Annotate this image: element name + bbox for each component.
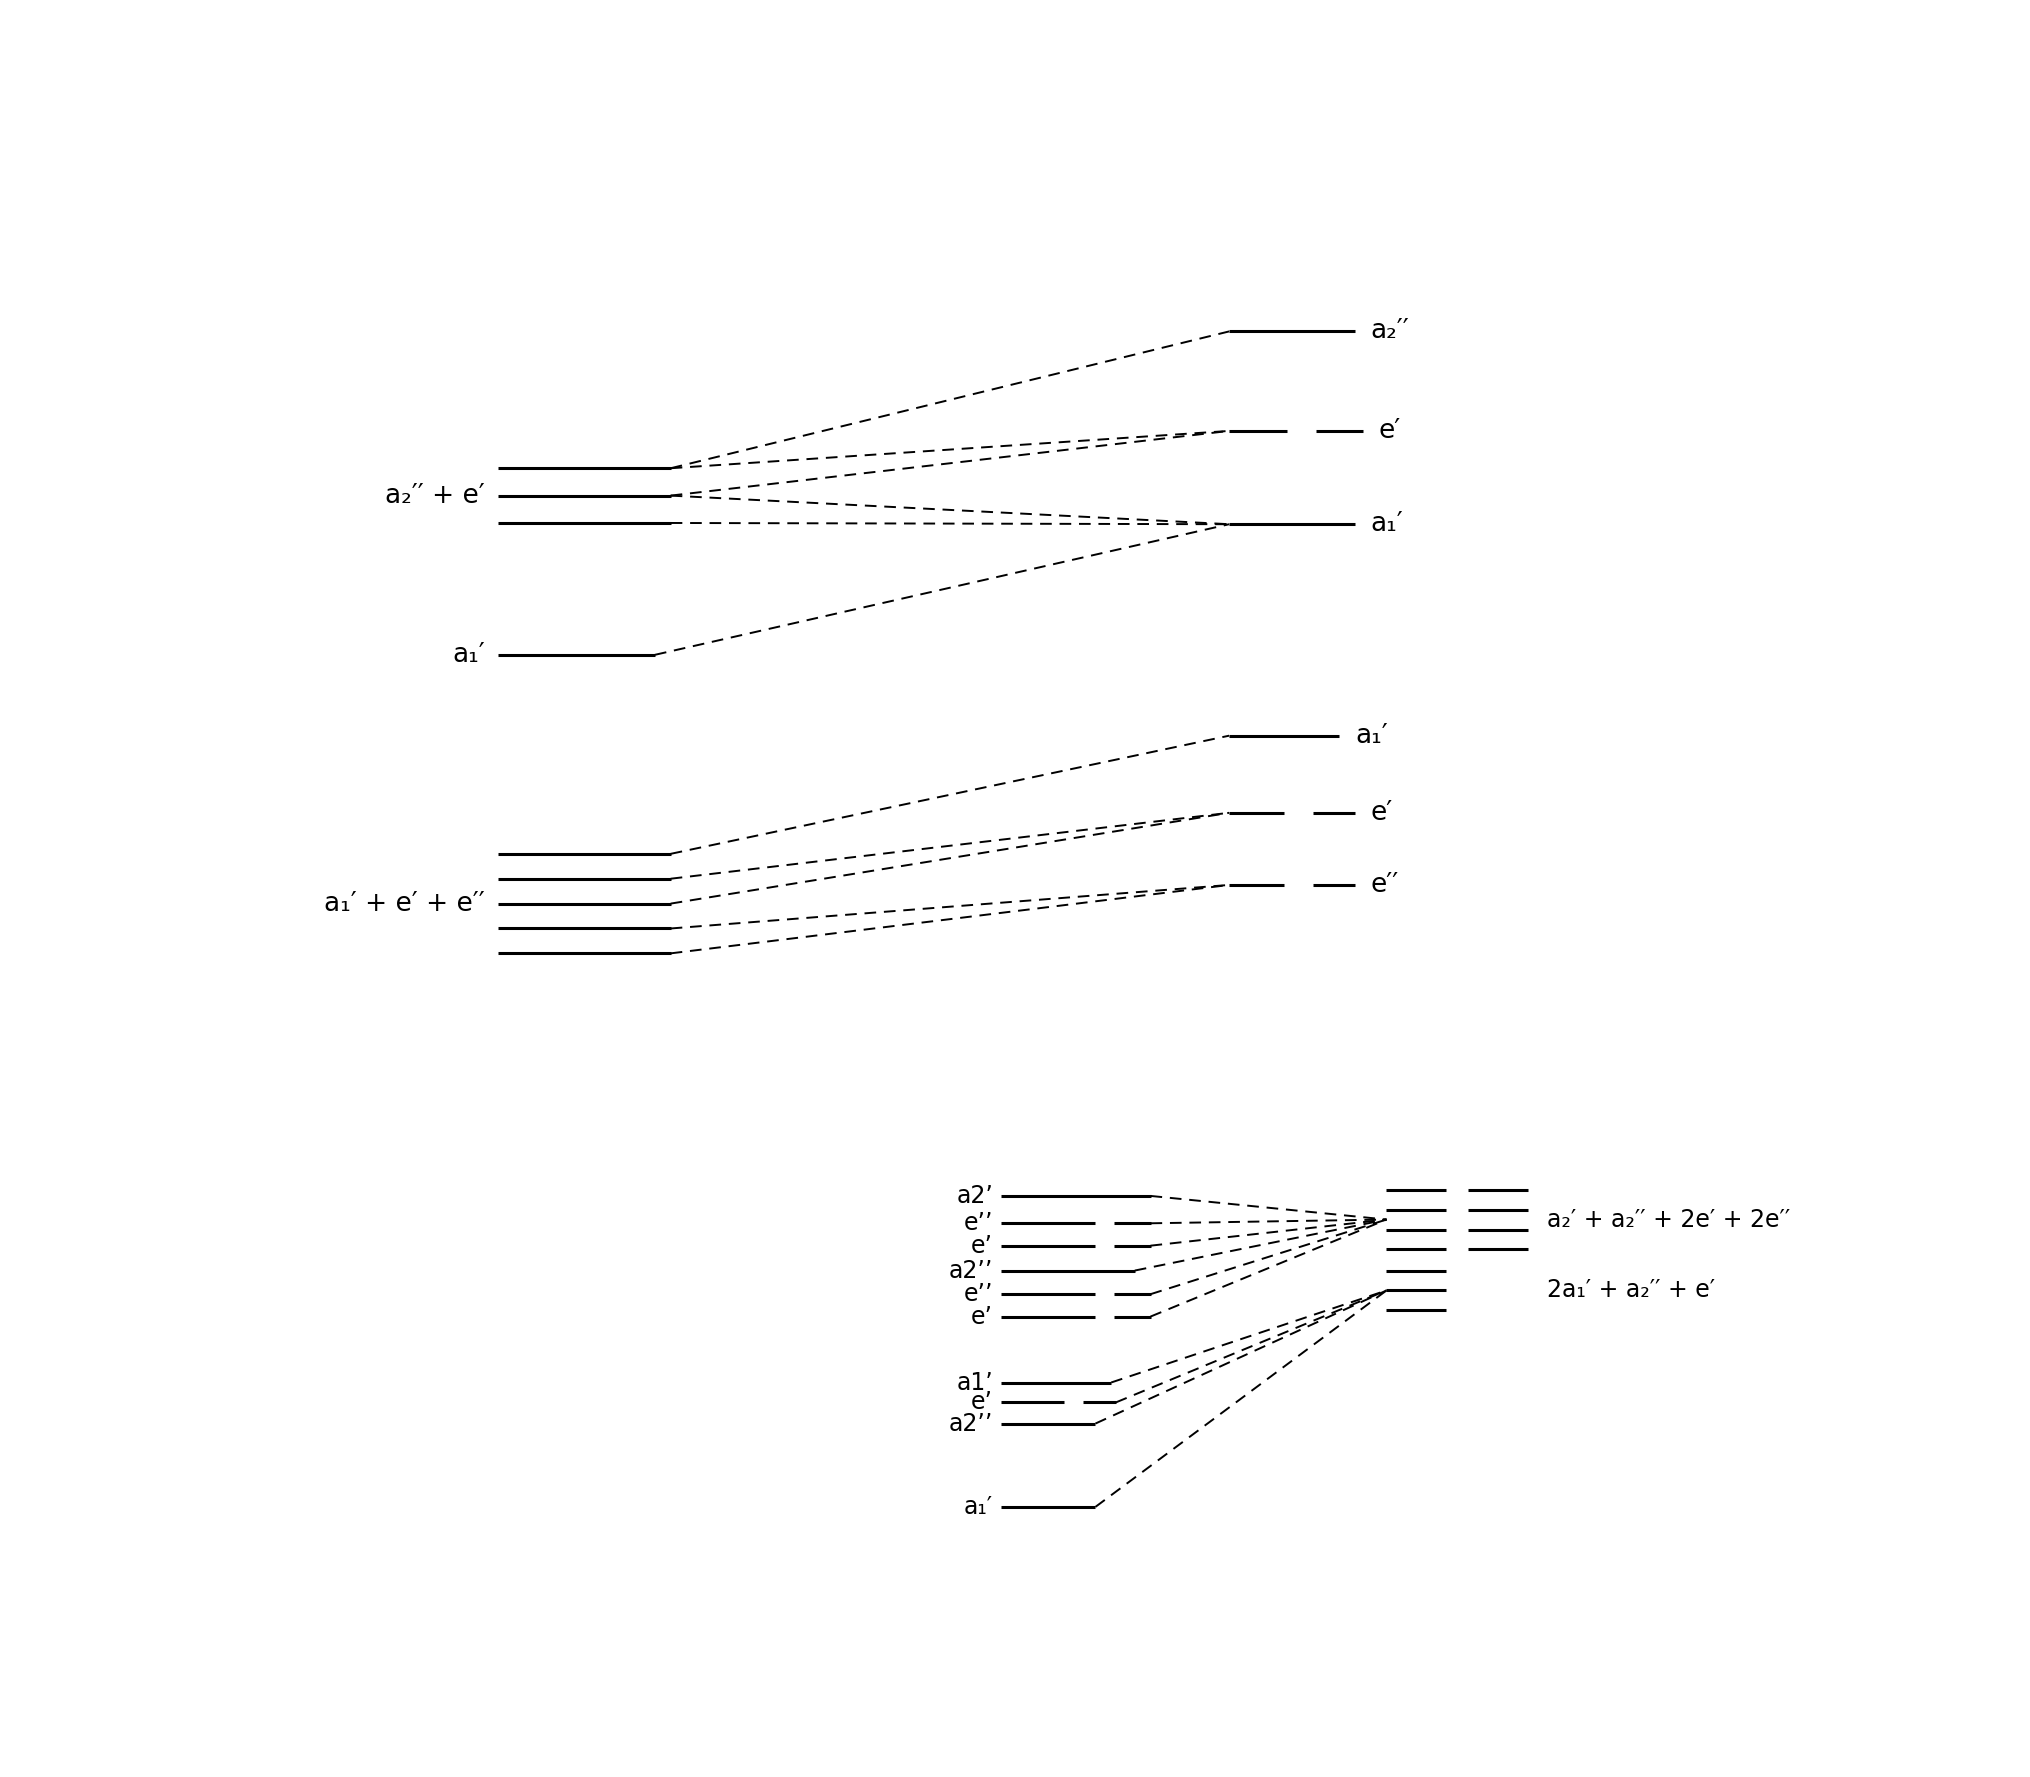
Text: a₁′: a₁′ — [1354, 723, 1389, 748]
Text: 2a₁′ + a₂′′ + e′: 2a₁′ + a₂′′ + e′ — [1547, 1278, 1715, 1303]
Text: e′: e′ — [1370, 800, 1393, 826]
Text: e’: e’ — [970, 1390, 993, 1414]
Text: a₁′: a₁′ — [453, 641, 485, 668]
Text: e’: e’ — [970, 1233, 993, 1258]
Text: e’: e’ — [970, 1304, 993, 1329]
Text: e’’: e’’ — [964, 1283, 993, 1306]
Text: a₁′ + e′ + e′′: a₁′ + e′ + e′′ — [325, 890, 485, 917]
Text: a2’’: a2’’ — [948, 1258, 993, 1283]
Text: a₁′: a₁′ — [1370, 512, 1403, 537]
Text: a₂′′: a₂′′ — [1370, 318, 1409, 345]
Text: a₂′′ + e′: a₂′′ + e′ — [386, 483, 485, 508]
Text: e′: e′ — [1378, 418, 1401, 444]
Text: a1’: a1’ — [956, 1370, 993, 1395]
Text: a2’’: a2’’ — [948, 1411, 993, 1436]
Text: a₁′: a₁′ — [964, 1494, 993, 1519]
Text: a2’: a2’ — [956, 1183, 993, 1208]
Text: a₂′ + a₂′′ + 2e′ + 2e′′: a₂′ + a₂′′ + 2e′ + 2e′′ — [1547, 1208, 1790, 1231]
Text: e’’: e’’ — [964, 1212, 993, 1235]
Text: e′′: e′′ — [1370, 873, 1399, 897]
